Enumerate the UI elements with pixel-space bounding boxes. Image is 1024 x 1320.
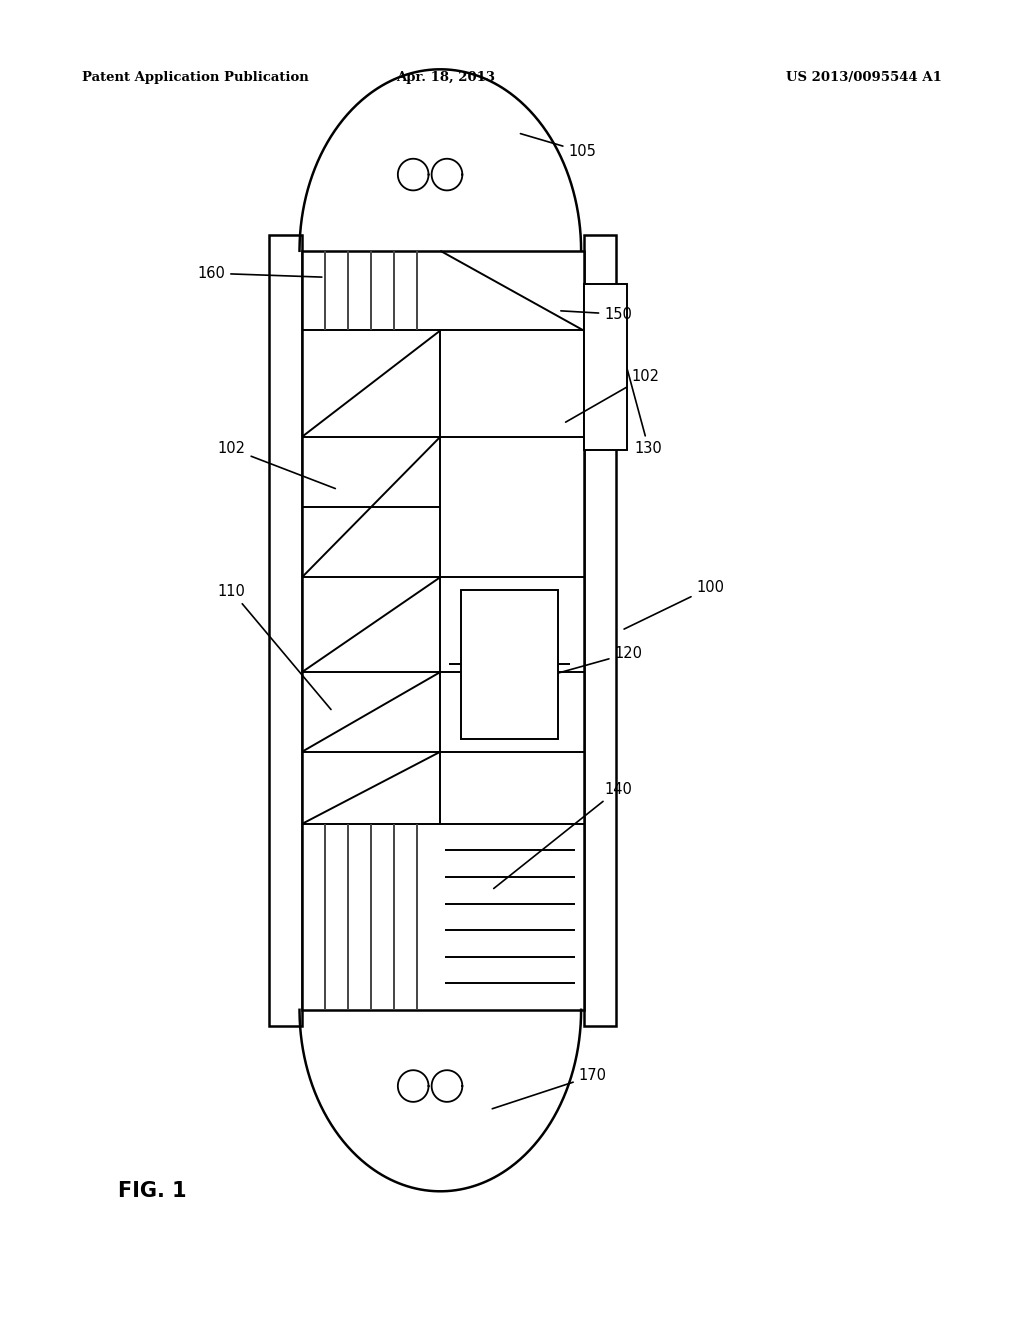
Text: 130: 130 bbox=[628, 370, 663, 457]
Text: 102: 102 bbox=[565, 368, 659, 422]
Text: 105: 105 bbox=[520, 133, 596, 160]
Bar bbox=[461, 590, 558, 739]
Text: 120: 120 bbox=[512, 645, 642, 686]
Text: FIG. 1: FIG. 1 bbox=[118, 1180, 186, 1201]
Text: 100: 100 bbox=[624, 579, 724, 630]
Text: 140: 140 bbox=[494, 781, 632, 888]
Bar bbox=[302, 251, 584, 1010]
Text: US 2013/0095544 A1: US 2013/0095544 A1 bbox=[786, 71, 942, 84]
Bar bbox=[269, 235, 302, 1026]
Text: 110: 110 bbox=[218, 583, 331, 710]
Text: Apr. 18, 2013: Apr. 18, 2013 bbox=[396, 71, 495, 84]
Text: 170: 170 bbox=[493, 1068, 606, 1109]
Bar bbox=[584, 284, 627, 450]
Bar bbox=[584, 235, 616, 1026]
Text: 102: 102 bbox=[218, 441, 335, 488]
Text: Patent Application Publication: Patent Application Publication bbox=[82, 71, 308, 84]
Text: 160: 160 bbox=[198, 265, 322, 281]
Text: 150: 150 bbox=[561, 306, 632, 322]
